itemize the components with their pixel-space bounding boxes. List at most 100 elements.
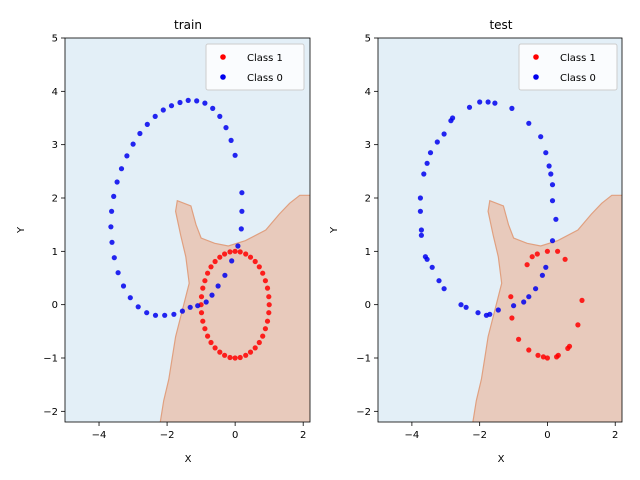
x-tick-label: 0	[232, 430, 238, 441]
data-point-class-0	[458, 302, 464, 308]
decision-boundary	[159, 194, 310, 422]
x-tick-label: −2	[160, 430, 175, 441]
data-point-class-1	[534, 251, 540, 257]
data-point-class-0	[463, 304, 469, 310]
y-tick-label: 4	[365, 87, 371, 98]
data-point-class-0	[229, 258, 235, 264]
data-point-class-0	[509, 105, 515, 111]
data-point-class-1	[202, 278, 208, 284]
data-point-class-1	[237, 354, 243, 361]
data-point-class-0	[436, 278, 442, 284]
data-point-class-0	[510, 303, 517, 309]
data-point-class-1	[509, 315, 515, 321]
data-point-class-0	[526, 294, 532, 300]
data-point-class-0	[549, 238, 556, 244]
data-point-class-1	[540, 354, 547, 360]
data-point-class-0	[417, 195, 423, 201]
data-point-class-0	[144, 121, 150, 127]
data-point-class-1	[202, 326, 208, 332]
y-tick-label: −2	[43, 407, 58, 418]
data-point-class-1	[252, 345, 258, 351]
data-point-class-0	[202, 100, 208, 106]
x-tick-label: −4	[405, 430, 420, 441]
data-point-class-1	[262, 326, 268, 332]
data-point-class-0	[477, 99, 483, 105]
legend-marker-class-1	[533, 54, 539, 60]
chart-title: train	[174, 18, 202, 32]
data-point-class-0	[553, 216, 559, 222]
data-point-class-1	[260, 333, 266, 339]
data-point-class-1	[232, 355, 238, 361]
y-tick-label: 5	[52, 34, 58, 45]
data-point-class-0	[179, 308, 185, 314]
data-point-class-0	[137, 130, 143, 137]
data-point-class-1	[212, 258, 218, 265]
decision-region-class-1	[472, 195, 622, 422]
data-point-class-1	[264, 318, 271, 324]
data-point-class-1	[227, 249, 233, 255]
data-point-class-1	[237, 249, 243, 255]
data-point-class-0	[418, 232, 424, 238]
legend: Class 1 Class 0	[205, 43, 305, 91]
y-tick-label: 5	[365, 34, 371, 45]
data-point-class-0	[124, 153, 130, 159]
data-point-class-1	[579, 297, 585, 303]
data-point-class-0	[108, 224, 114, 230]
data-point-class-1	[264, 285, 271, 291]
plot-frame	[377, 37, 623, 423]
decision-boundary	[472, 194, 622, 422]
data-point-class-0	[115, 270, 121, 276]
data-point-class-0	[160, 107, 166, 113]
data-point-class-1	[247, 254, 254, 260]
data-point-class-1	[266, 294, 272, 300]
data-point-class-0	[135, 304, 141, 310]
data-point-class-1	[260, 270, 266, 276]
data-point-class-1	[266, 302, 272, 308]
subplot-train: train X Y −4 −2 0 2 −2 −1 0 1 2 3 4 5 Class 1 Class…	[16, 18, 311, 465]
data-point-class-1	[256, 264, 262, 270]
data-point-class-0	[421, 171, 427, 177]
data-point-class-0	[533, 286, 539, 292]
data-point-class-0	[171, 311, 177, 317]
data-point-class-0	[127, 295, 133, 301]
data-point-class-0	[549, 198, 556, 204]
data-point-class-1	[198, 310, 205, 316]
y-tick-label: −2	[356, 407, 371, 418]
data-point-class-1	[217, 254, 223, 260]
legend-box	[518, 43, 618, 91]
data-point-class-1	[575, 322, 581, 328]
data-point-class-0	[417, 208, 423, 214]
legend-label-class-0: Class 0	[560, 73, 596, 84]
data-point-class-0	[538, 134, 544, 140]
data-point-class-1	[544, 248, 551, 254]
data-point-class-0	[118, 166, 125, 172]
x-axis-label: X	[498, 454, 505, 465]
data-point-class-0	[495, 307, 501, 313]
data-point-class-1	[256, 339, 262, 346]
data-point-class-0	[109, 208, 115, 214]
data-point-class-0	[485, 99, 491, 105]
data-point-class-1	[205, 333, 211, 339]
legend-marker-class-0	[533, 74, 539, 80]
data-point-class-1	[252, 258, 258, 265]
legend-label-class-1: Class 1	[247, 53, 283, 64]
data-point-class-0	[195, 303, 201, 309]
data-point-class-0	[239, 190, 245, 196]
data-point-class-0	[492, 100, 498, 106]
data-point-class-1	[562, 256, 568, 262]
data-point-class-0	[152, 113, 158, 119]
data-point-class-0	[238, 226, 244, 232]
legend: Class 1 Class 0	[518, 43, 618, 91]
y-axis-label: Y	[329, 226, 340, 234]
x-axis-label: X	[185, 454, 192, 465]
data-point-class-0	[232, 152, 238, 158]
data-point-class-0	[546, 163, 552, 169]
x-tick-label: 2	[300, 430, 306, 441]
data-point-class-0	[548, 171, 554, 177]
data-point-class-0	[427, 150, 434, 156]
data-point-class-1	[565, 345, 571, 351]
legend-marker-class-1	[220, 54, 226, 60]
data-point-class-0	[177, 99, 183, 106]
data-point-class-0	[187, 304, 193, 310]
data-point-class-1	[205, 270, 211, 276]
